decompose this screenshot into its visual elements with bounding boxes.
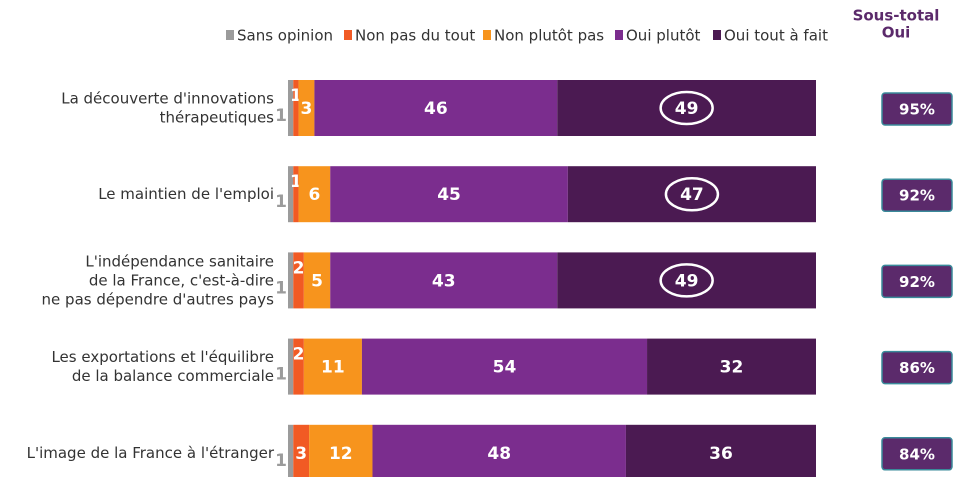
subtotal-label: 92% — [899, 273, 935, 291]
subtotal-box — [881, 264, 953, 299]
bar-segment — [293, 166, 299, 223]
bar-segment — [288, 338, 294, 395]
value-label: 1 — [275, 365, 287, 385]
value-label: 46 — [424, 99, 448, 119]
bar-segment — [557, 252, 816, 309]
value-label: 1 — [275, 192, 287, 212]
value-label: 49 — [675, 99, 699, 119]
subtotal-title: Sous-total Oui — [853, 6, 940, 41]
bar-segment — [288, 166, 294, 223]
subtotal-box — [881, 178, 953, 212]
category-label: L'image de la France à l'étranger — [27, 443, 275, 461]
value-label: 45 — [437, 185, 461, 205]
highlight-circle — [659, 90, 714, 126]
value-label: 47 — [680, 185, 704, 205]
legend-swatch — [615, 30, 623, 40]
value-label: 3 — [295, 444, 307, 464]
value-label: 43 — [432, 271, 456, 291]
value-label: 2 — [293, 258, 305, 278]
bar-segment — [625, 424, 816, 477]
legend-label: Sans opinion — [237, 27, 333, 45]
value-label: 54 — [493, 358, 517, 378]
bar-segment — [314, 80, 558, 136]
legend-label: Oui plutôt — [626, 27, 701, 45]
value-label: 1 — [275, 106, 287, 126]
value-label: 5 — [311, 271, 323, 291]
value-label: 1 — [290, 86, 302, 106]
value-label: 1 — [275, 278, 287, 298]
subtotal-label: 86% — [899, 359, 935, 377]
bar-segment — [293, 338, 304, 395]
bar-segment — [372, 424, 626, 477]
value-label: 1 — [290, 172, 302, 192]
bar-segment — [557, 80, 816, 136]
bar-segment — [303, 338, 362, 395]
category-label: Les exportations et l'équilibre de la bal… — [51, 348, 274, 385]
subtotal-box — [881, 350, 953, 385]
value-label: 6 — [308, 185, 320, 205]
subtotal-label: 95% — [899, 101, 935, 119]
bar-segment — [361, 338, 648, 395]
subtotal-box — [881, 92, 953, 126]
legend-label: Non plutôt pas — [494, 27, 604, 45]
value-label: 2 — [293, 345, 305, 365]
bar-segment — [298, 80, 315, 136]
highlight-circle — [659, 263, 714, 298]
subtotal-box — [881, 437, 953, 471]
bar-segment — [293, 80, 299, 136]
bar-segment — [330, 166, 568, 223]
legend-swatch — [713, 30, 721, 40]
value-label: 1 — [275, 451, 287, 471]
bar-segment — [293, 252, 304, 309]
bar-segment — [303, 252, 331, 309]
value-label: 49 — [675, 271, 699, 291]
bar-segment — [330, 252, 558, 309]
bar-segment — [288, 424, 294, 477]
bar-segment — [647, 338, 816, 395]
legend-swatch — [226, 30, 234, 40]
value-label: 11 — [321, 358, 345, 378]
category-label: Le maintien de l'emploi — [98, 185, 274, 203]
bar-segment — [309, 424, 373, 477]
subtotal-label: 84% — [899, 445, 935, 463]
legend-label: Non pas du tout — [355, 27, 475, 45]
category-label: L'indépendance sanitaire de la France, c'… — [42, 252, 275, 308]
highlight-circle — [664, 176, 720, 212]
bar-segment — [567, 166, 816, 223]
legend-swatch — [483, 30, 491, 40]
category-label: La découverte d'innovations thérapeutique… — [61, 89, 274, 126]
value-label: 32 — [720, 358, 744, 378]
value-label: 12 — [329, 444, 353, 464]
value-label: 36 — [709, 444, 733, 464]
subtotal-label: 92% — [899, 187, 935, 205]
value-label: 48 — [487, 444, 511, 464]
legend-label: Oui tout à fait — [724, 27, 828, 45]
bar-segment — [293, 424, 310, 477]
value-label: 3 — [301, 99, 313, 119]
bar-segment — [288, 80, 294, 136]
bar-segment — [298, 166, 331, 223]
bar-segment — [288, 252, 294, 309]
legend-swatch — [344, 30, 352, 40]
